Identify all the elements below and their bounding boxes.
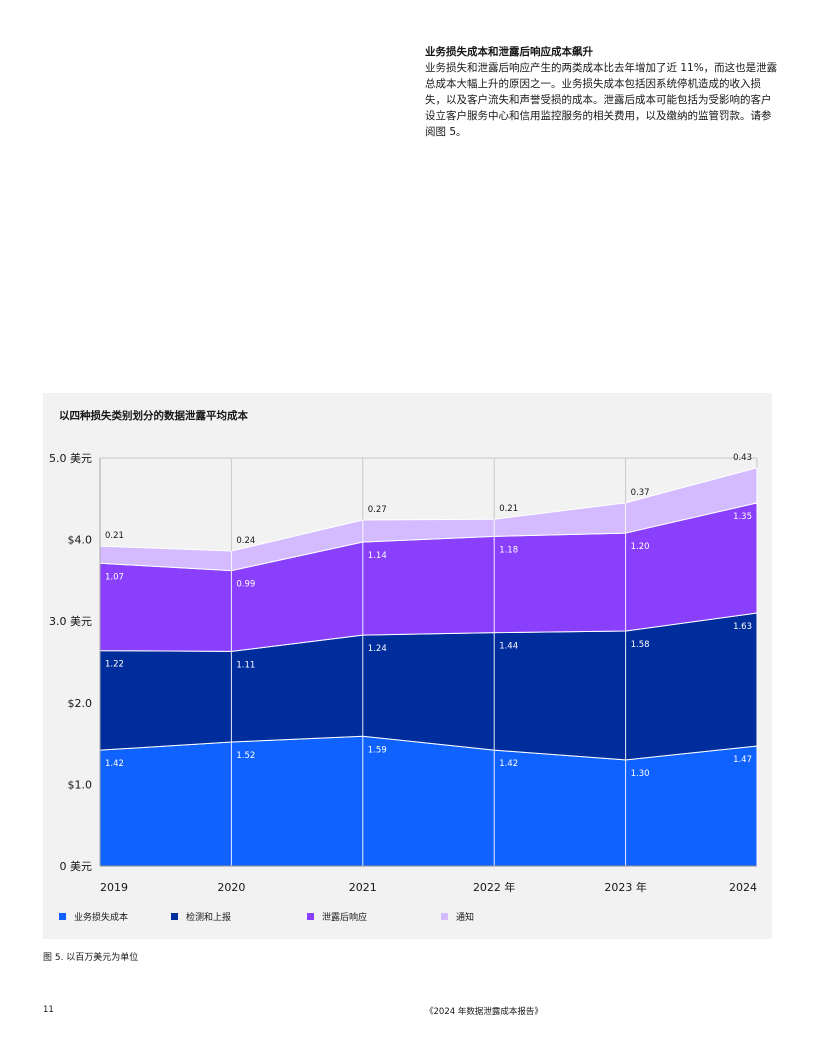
data-label: 1.52 bbox=[236, 751, 255, 761]
page-number: 11 bbox=[43, 1005, 54, 1015]
data-label: 0.21 bbox=[499, 504, 518, 514]
data-label: 1.47 bbox=[733, 755, 752, 765]
chart-title: 以四种损失类别划分的数据泄露平均成本 bbox=[59, 410, 248, 422]
legend-label: 泄露后响应 bbox=[322, 913, 368, 923]
y-tick-label: $4.0 bbox=[68, 534, 93, 547]
y-tick-label: 3.0 美元 bbox=[49, 615, 92, 628]
data-label: 1.42 bbox=[499, 759, 518, 769]
data-label: 1.30 bbox=[631, 769, 650, 779]
legend-label: 通知 bbox=[456, 913, 475, 923]
legend-swatch bbox=[441, 913, 448, 920]
legend-item: 业务损失成本 bbox=[59, 910, 128, 923]
y-tick-label: $2.0 bbox=[68, 697, 93, 710]
data-label: 1.14 bbox=[368, 551, 387, 561]
legend-label: 检测和上报 bbox=[186, 913, 232, 923]
figure-caption: 图 5. 以百万美元为单位 bbox=[43, 953, 139, 963]
x-tick-label: 2023 年 bbox=[604, 880, 647, 894]
chart-panel: 0 美元 $1.0 $2.0 3.0 美元 $4.0 5.0 美元 2019 2020 2021… bbox=[43, 393, 772, 939]
data-label: 1.58 bbox=[631, 640, 650, 650]
data-label: 1.18 bbox=[499, 545, 518, 555]
data-label: 1.44 bbox=[499, 642, 518, 652]
data-label: 0.27 bbox=[368, 505, 387, 515]
data-label: 0.24 bbox=[236, 536, 255, 546]
data-label: 0.99 bbox=[236, 580, 255, 590]
x-tick-label: 2024 bbox=[729, 881, 757, 894]
x-tick-label: 2020 bbox=[217, 881, 245, 894]
x-tick-label: 2022 年 bbox=[473, 880, 516, 894]
y-tick-label: 5.0 美元 bbox=[49, 452, 92, 465]
legend-swatch bbox=[171, 913, 178, 920]
stacked-area-chart: 0 美元 $1.0 $2.0 3.0 美元 $4.0 5.0 美元 2019 2020 2021… bbox=[49, 452, 758, 894]
data-label: 1.24 bbox=[368, 644, 387, 654]
intro-section: 业务损失成本和泄露后响应成本飙升 业务损失和泄露后响应产生的两类成本比去年增加了… bbox=[425, 44, 780, 140]
legend-item: 泄露后响应 bbox=[307, 910, 367, 923]
footer-report-title: 《2024 年数据泄露成本报告》 bbox=[425, 1007, 543, 1017]
data-label: 1.63 bbox=[733, 622, 752, 632]
y-tick-label: 0 美元 bbox=[60, 860, 93, 873]
intro-title: 业务损失成本和泄露后响应成本飙升 bbox=[425, 46, 593, 58]
legend-item: 通知 bbox=[441, 910, 474, 923]
chart-legend: 业务损失成本 检测和上报 泄露后响应 通知 bbox=[59, 910, 759, 924]
legend-swatch bbox=[307, 913, 314, 920]
data-label: 0.21 bbox=[105, 531, 124, 541]
y-tick-label: $1.0 bbox=[68, 778, 93, 791]
legend-item: 检测和上报 bbox=[171, 910, 231, 923]
data-label: 0.43 bbox=[733, 453, 752, 463]
data-label: 1.11 bbox=[236, 660, 255, 670]
x-tick-label: 2019 bbox=[100, 881, 128, 894]
intro-body: 业务损失和泄露后响应产生的两类成本比去年增加了近 11%，而这也是泄露总成本大幅… bbox=[425, 62, 778, 138]
data-label: 1.20 bbox=[631, 542, 650, 552]
x-tick-label: 2021 bbox=[349, 881, 377, 894]
data-label: 0.37 bbox=[631, 488, 650, 498]
data-label: 1.35 bbox=[733, 512, 752, 522]
data-label: 1.59 bbox=[368, 745, 387, 755]
data-label: 1.22 bbox=[105, 660, 124, 670]
data-label: 1.07 bbox=[105, 572, 124, 582]
legend-swatch bbox=[59, 913, 66, 920]
data-label: 1.42 bbox=[105, 759, 124, 769]
legend-label: 业务损失成本 bbox=[74, 913, 129, 923]
